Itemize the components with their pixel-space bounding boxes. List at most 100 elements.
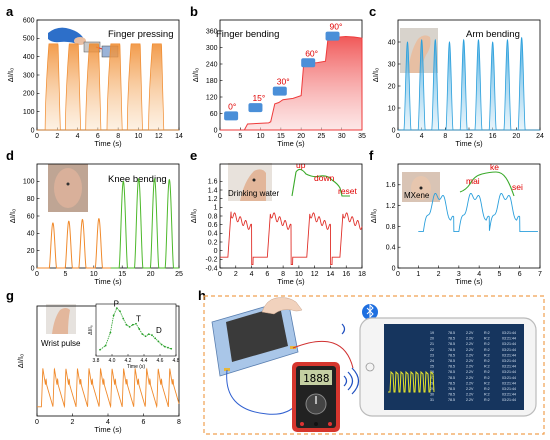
ytick-label-d-5: 100 xyxy=(23,179,35,186)
phone-cell: 03:21:44 xyxy=(502,365,516,369)
inset-xtick-label-5: 4.8 xyxy=(173,358,180,364)
plot-d: 0 5 10 15 20 25 0 20 40 60 80 100 Time (s) ΔI/I₀ xyxy=(8,163,183,286)
phone-data-table: 19 78.5 2.2V R:2 03:21:44 20 78.5 2.2V R:2 03:21:… xyxy=(430,331,516,402)
panel-letter-d: d xyxy=(6,148,14,163)
panel-h-border xyxy=(203,295,545,435)
ytick-label-c-0: 0 xyxy=(392,127,396,134)
bluetooth-icon xyxy=(362,303,378,320)
xtick-label-a-4: 8 xyxy=(116,133,120,140)
phone-cell: 78.5 xyxy=(448,381,455,385)
series-g xyxy=(37,367,180,409)
angle-label-3: 60° xyxy=(305,48,318,58)
ylabel-c: ΔI/I₀ xyxy=(371,68,380,82)
xtick-label-c-2: 8 xyxy=(443,133,447,140)
phone-cell: 03:21:44 xyxy=(502,370,516,374)
hand-icon-2 xyxy=(272,86,287,96)
inset-point-20 xyxy=(167,346,169,349)
phone-cell: 24 xyxy=(430,359,434,363)
annotation-sei: sei xyxy=(512,182,523,192)
ylabel-a: ΔI/I₀ xyxy=(6,68,15,82)
phone-cell: 22 xyxy=(430,348,434,352)
phone-cell: 03:21:44 xyxy=(502,353,516,357)
phone-cell: 78.5 xyxy=(448,393,455,397)
xlabel-g: Time (s) xyxy=(94,425,122,434)
inset-point-12 xyxy=(141,333,144,336)
xlabel-c: Time (s) xyxy=(455,139,483,148)
xtick-label-c-5: 20 xyxy=(512,133,520,140)
xtick-label-e-6: 12 xyxy=(311,271,319,278)
xtick-label-c-6: 24 xyxy=(536,133,544,140)
series-a-area xyxy=(37,43,179,131)
inset-point-13 xyxy=(144,335,147,338)
phone-cell: 2.2V xyxy=(466,337,474,341)
xtick-label-a-1: 2 xyxy=(55,133,59,140)
ytick-label-b-0: 0 xyxy=(214,127,218,134)
phone-cell: 03:21:44 xyxy=(502,376,516,380)
phone-cell: 03:21:44 xyxy=(502,387,516,391)
hand-icon-3 xyxy=(301,58,316,68)
inset-label-g: Wrist pulse xyxy=(41,339,81,348)
ytick-label-b-5: 300 xyxy=(206,45,218,52)
xlabel-e: Time (s) xyxy=(277,277,305,286)
phone-cell: R:2 xyxy=(484,353,490,357)
phone-cell: 78.5 xyxy=(448,370,455,374)
panel-letter-f: f xyxy=(369,148,374,163)
phone-cell: 2.2V xyxy=(466,398,474,402)
xtick-label-e-5: 10 xyxy=(295,271,303,278)
xtick-label-c-1: 4 xyxy=(420,133,424,140)
phone-cell: 2.2V xyxy=(466,365,474,369)
phone-cell: 78.5 xyxy=(448,398,455,402)
phone-cell: R:2 xyxy=(484,387,490,391)
inset-xtick-label-3: 4.4 xyxy=(141,358,148,364)
inset-xlabel: Time (s) xyxy=(127,364,145,370)
ytick-label-a-5: 500 xyxy=(23,36,35,43)
xtick-label-b-4: 20 xyxy=(297,133,305,140)
xtick-label-e-4: 8 xyxy=(281,271,285,278)
wrist-photo xyxy=(46,304,76,334)
neck-photo xyxy=(402,172,440,202)
phone-cell: R:2 xyxy=(484,381,490,385)
inset-point-9 xyxy=(131,323,134,326)
ytick-label-a-3: 300 xyxy=(23,72,35,79)
ytick-label-e-1: -0.2 xyxy=(205,257,217,264)
xtick-label-f-7: 7 xyxy=(538,271,542,278)
ytick-label-e-2: 0 xyxy=(214,248,218,255)
knee-bending-photo xyxy=(48,164,88,212)
ytick-label-d-2: 40 xyxy=(27,231,35,238)
title-d: Knee bending xyxy=(108,174,167,185)
ylabel-g: ΔI/I₀ xyxy=(16,354,25,368)
xtick-label-c-4: 16 xyxy=(489,133,497,140)
ytick-label-e-4: 0.4 xyxy=(208,231,218,238)
xtick-label-f-6: 6 xyxy=(518,271,522,278)
hand-icon-1 xyxy=(248,103,263,113)
title-b: Finger bending xyxy=(216,29,279,40)
xtick-label-a-5: 10 xyxy=(135,133,143,140)
multimeter: 1888 xyxy=(292,362,340,432)
inset-point-6 xyxy=(122,317,125,320)
xtick-label-d-4: 20 xyxy=(147,271,155,278)
inset-annotation-D: D xyxy=(156,326,162,335)
panel-h: h 1888 xyxy=(198,288,545,435)
inset-point-15 xyxy=(151,334,153,337)
inset-label-f: MXene xyxy=(404,191,430,200)
inset-point-10 xyxy=(135,322,137,325)
phone-cell: 78.5 xyxy=(448,359,455,363)
ylabel-e: ΔI/I₀ xyxy=(189,209,198,223)
phone-cell: 78.5 xyxy=(448,337,455,341)
phone-cell: 03:21:44 xyxy=(502,331,516,335)
plot-b: 0 5 10 15 20 25 30 35 0 60 120 180 240 300 360 Time (s)… xyxy=(191,19,366,148)
phone-cell: R:2 xyxy=(484,376,490,380)
ytick-label-e-0: -0.4 xyxy=(205,265,217,272)
inset-annotation-T: T xyxy=(136,315,141,324)
phone-signal-trace xyxy=(388,370,435,393)
xtick-label-f-3: 3 xyxy=(457,271,461,278)
xlabel-d: Time (s) xyxy=(94,277,122,286)
phone-cell: 19 xyxy=(430,331,434,335)
xtick-label-a-3: 6 xyxy=(96,133,100,140)
inset-ylabel: ΔI/I₀ xyxy=(88,325,94,335)
annotation-ke: ke xyxy=(490,162,499,172)
ytick-label-f-3: 1.2 xyxy=(386,203,396,210)
inset-point-17 xyxy=(157,340,160,343)
phone-cell: 27 xyxy=(430,376,434,380)
xtick-label-b-0: 0 xyxy=(218,133,222,140)
